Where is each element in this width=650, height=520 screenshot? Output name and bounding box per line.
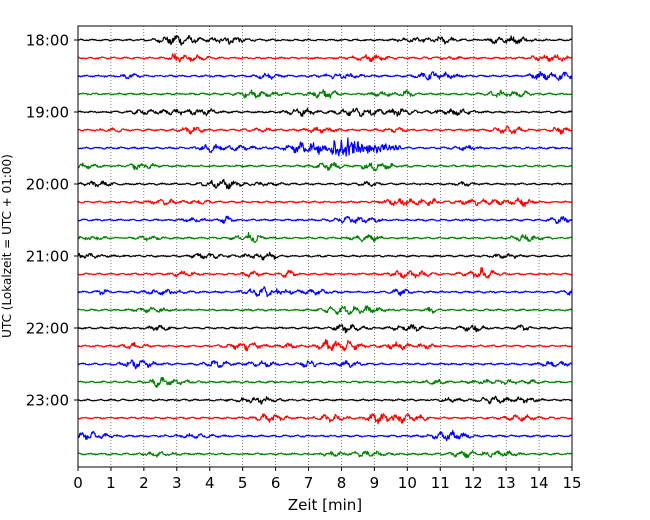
trace-2345 <box>77 450 573 459</box>
y-tick-label-5: 23:00 <box>26 392 69 410</box>
trace-2145 <box>77 305 573 316</box>
x-tick-label-0: 0 <box>73 474 83 492</box>
trace-1815 <box>77 53 573 63</box>
x-tick-label-13: 13 <box>497 474 516 492</box>
trace-1845 <box>77 89 573 99</box>
trace-1930 <box>77 137 573 157</box>
trace-2045 <box>77 232 573 244</box>
x-tick-label-3: 3 <box>172 474 182 492</box>
seismogram-traces <box>77 34 573 459</box>
trace-2030 <box>77 215 573 225</box>
trace-2315 <box>77 413 573 425</box>
x-tick-label-2: 2 <box>139 474 149 492</box>
x-axis-label: Zeit [min] <box>288 496 362 514</box>
x-tick-label-1: 1 <box>106 474 116 492</box>
plot-frame <box>77 25 573 468</box>
x-tick-label-9: 9 <box>370 474 380 492</box>
x-tick-label-5: 5 <box>238 474 248 492</box>
x-tick-label-11: 11 <box>431 474 450 492</box>
trace-2000 <box>77 178 573 190</box>
y-axis-ticks: 18:00 19:00 20:00 21:00 22:00 23:00 <box>26 32 78 410</box>
trace-2300 <box>77 395 573 405</box>
trace-1800 <box>77 34 573 46</box>
y-tick-label-0: 18:00 <box>26 32 69 50</box>
x-tick-label-14: 14 <box>530 474 549 492</box>
x-tick-label-10: 10 <box>398 474 417 492</box>
x-tick-label-12: 12 <box>464 474 483 492</box>
x-tick-label-6: 6 <box>271 474 281 492</box>
x-axis-ticks: 0 1 2 3 4 5 6 7 8 9 10 11 12 13 14 15 <box>73 467 582 492</box>
trace-2330 <box>77 429 573 442</box>
trace-2100 <box>77 251 573 261</box>
x-tick-label-4: 4 <box>205 474 215 492</box>
trace-1830 <box>77 71 573 82</box>
trace-2130 <box>77 286 573 298</box>
y-tick-label-2: 20:00 <box>26 176 69 194</box>
trace-2200 <box>77 323 573 334</box>
x-tick-label-15: 15 <box>562 474 581 492</box>
trace-2245 <box>77 376 573 389</box>
trace-1915 <box>77 125 573 135</box>
trace-2015 <box>77 197 573 207</box>
trace-2230 <box>77 359 573 370</box>
trace-2115 <box>77 267 573 279</box>
trace-1945 <box>77 161 573 172</box>
trace-2215 <box>77 338 573 352</box>
x-tick-label-7: 7 <box>304 474 314 492</box>
x-tick-label-8: 8 <box>337 474 347 492</box>
y-tick-label-4: 22:00 <box>26 320 69 338</box>
y-tick-label-1: 19:00 <box>26 104 69 122</box>
y-tick-label-3: 21:00 <box>26 248 69 266</box>
trace-1900 <box>77 107 573 118</box>
y-axis-label: UTC (Lokalzeit = UTC + 01:00) <box>0 154 14 338</box>
